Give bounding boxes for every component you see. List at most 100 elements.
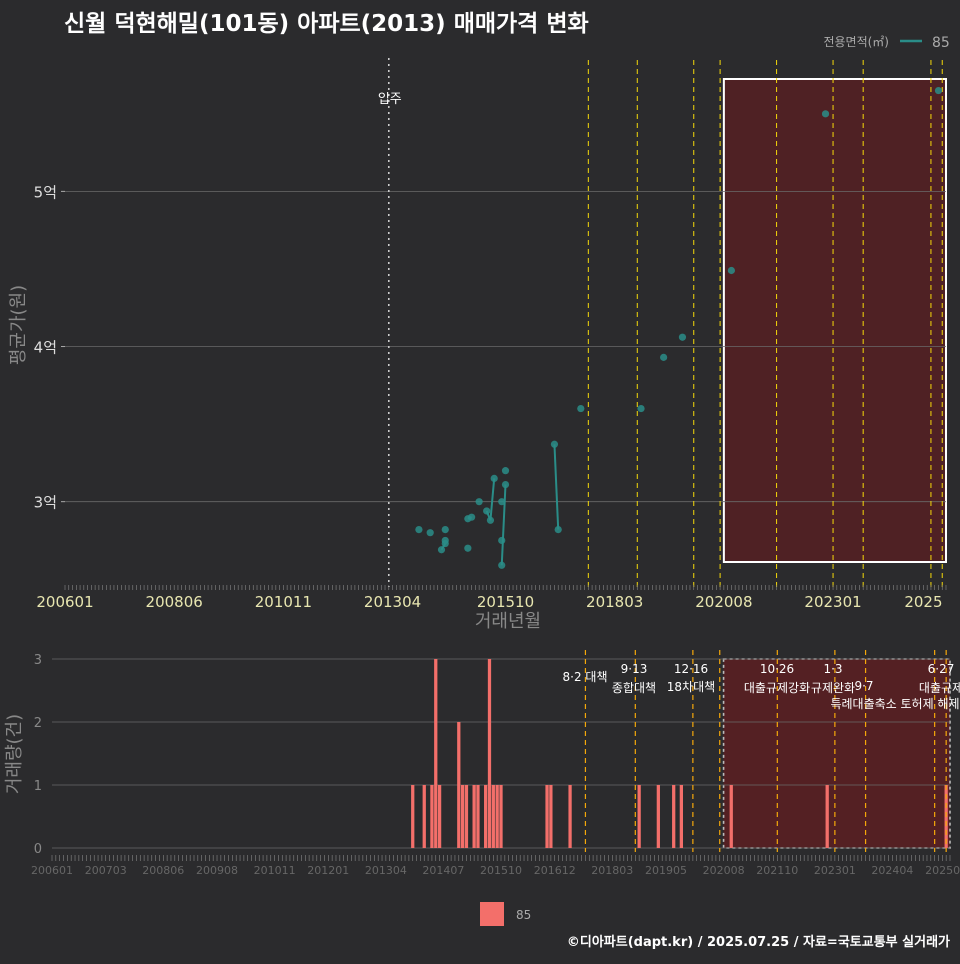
volume-y-tick-label: 0 (34, 842, 42, 857)
volume-bar (826, 785, 829, 848)
volume-bar (496, 785, 499, 848)
volume-y-tick-label: 3 (34, 653, 42, 668)
volume-bar (484, 785, 487, 848)
price-point (555, 526, 562, 533)
source-credit: ©디아파트(dapt.kr) / 2025.07.25 / 자료=국토교통부 실… (567, 931, 950, 950)
price-point (464, 545, 471, 552)
volume-bar (680, 785, 683, 848)
volume-bar (438, 785, 441, 848)
y-tick-label: 5억 (34, 183, 57, 201)
volume-y-tick-label: 2 (34, 716, 42, 731)
volume-x-tick-label: 201407 (422, 864, 464, 877)
policy-label: 9·7 (854, 679, 873, 693)
volume-bar (476, 785, 479, 848)
price-point (476, 498, 483, 505)
volume-bar (549, 785, 552, 848)
x-axis-title: 거래년월 (475, 611, 541, 632)
volume-bar (638, 785, 641, 848)
volume-y-axis-title: 거래량(건) (4, 714, 25, 794)
volume-x-tick-label: 200806 (142, 864, 184, 877)
volume-x-tick-label: 200703 (85, 864, 127, 877)
volume-x-tick-label: 202404 (871, 864, 913, 877)
volume-bar (461, 785, 464, 848)
x-tick-label: 201510 (477, 593, 534, 611)
volume-legend-swatch (480, 902, 504, 926)
volume-bar (411, 785, 414, 848)
policy-label: 1·3 (823, 662, 842, 676)
volume-bar (430, 785, 433, 848)
volume-bar (568, 785, 571, 848)
x-tick-label: 201304 (364, 593, 421, 611)
price-point (551, 441, 558, 448)
volume-y-tick-label: 1 (34, 779, 42, 794)
x-tick-label: 2025 (904, 593, 942, 611)
price-point (728, 267, 735, 274)
price-point (822, 110, 829, 117)
volume-legend-entry: 85 (516, 908, 531, 922)
policy-label: 6·27 (928, 662, 955, 676)
x-tick-label: 202008 (695, 593, 752, 611)
price-point (483, 507, 490, 514)
volume-bar (657, 785, 660, 848)
volume-x-tick-label: 202008 (703, 864, 745, 877)
price-point (427, 529, 434, 536)
volume-bar (465, 785, 468, 848)
volume-x-tick-label: 202506 (925, 864, 960, 877)
volume-bar (672, 785, 675, 848)
price-point (660, 354, 667, 361)
y-tick-label: 4억 (34, 339, 57, 357)
chart-title: 신월 덕현해밀(101동) 아파트(2013) 매매가격 변화 (64, 4, 589, 38)
policy-label: 대출규제 (919, 681, 960, 695)
policy-label: 종합대책 (612, 680, 656, 695)
volume-bar (488, 659, 491, 848)
volume-bar (434, 659, 437, 848)
volume-x-tick-label: 201510 (480, 864, 522, 877)
volume-x-tick-label: 200601 (31, 864, 73, 877)
price-point (637, 405, 644, 412)
volume-bar (423, 785, 426, 848)
volume-bar (492, 785, 495, 848)
price-point (502, 481, 509, 488)
volume-bar (499, 785, 502, 848)
policy-label: 12·16 (674, 662, 708, 676)
price-point (498, 562, 505, 569)
legend-entry: 85 (932, 35, 950, 51)
movein-label: 입주 (378, 92, 402, 107)
policy-label: 규제완화 (811, 681, 855, 695)
volume-x-tick-label: 201803 (591, 864, 633, 877)
legend-title: 전용면적(㎡) (823, 35, 889, 49)
price-point (442, 526, 449, 533)
volume-x-tick-label: 201201 (307, 864, 349, 877)
price-point (442, 537, 449, 544)
price-point (468, 514, 475, 521)
volume-x-tick-label: 201612 (534, 864, 576, 877)
x-tick-label: 201803 (586, 593, 643, 611)
price-line-segment (554, 444, 558, 529)
price-point (415, 526, 422, 533)
volume-x-tick-label: 201011 (254, 864, 296, 877)
policy-label: 특례대출축소 토허제 해제 (830, 697, 959, 711)
y-tick-label: 3억 (34, 494, 57, 512)
price-point (679, 334, 686, 341)
price-point (498, 537, 505, 544)
volume-bar (473, 785, 476, 848)
price-point (498, 498, 505, 505)
price-point (502, 467, 509, 474)
policy-label: 9·13 (621, 662, 648, 676)
x-tick-label: 200601 (36, 593, 93, 611)
policy-label: 18차대책 (667, 679, 715, 694)
y-axis-title: 평균가(원) (8, 285, 29, 365)
volume-bar (457, 722, 460, 848)
volume-x-tick-label: 202301 (814, 864, 856, 877)
policy-label: 10·26 (760, 662, 794, 676)
volume-x-tick-label: 200908 (196, 864, 238, 877)
price-line-segment (502, 485, 506, 566)
volume-x-tick-label: 201304 (365, 864, 407, 877)
price-line-segment (490, 478, 494, 520)
volume-bar (730, 785, 733, 848)
highlight-box (724, 79, 946, 562)
x-tick-label: 202301 (804, 593, 861, 611)
policy-label: 8·2 대책 (563, 669, 608, 684)
